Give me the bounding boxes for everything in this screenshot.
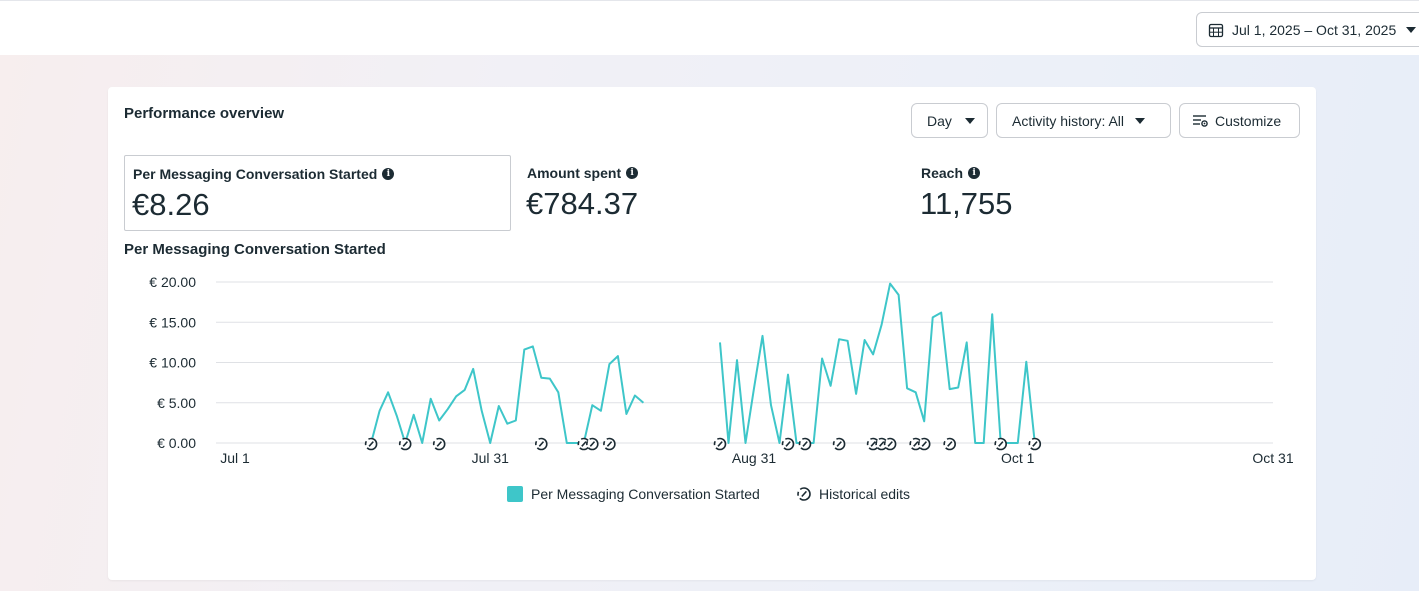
x-tick-label: Oct 1 bbox=[1001, 450, 1035, 466]
historical-edit-marker[interactable] bbox=[585, 437, 599, 451]
metric-label: Reach bbox=[921, 165, 964, 181]
y-tick-label: € 15.00 bbox=[149, 314, 196, 330]
day-dropdown[interactable]: Day bbox=[911, 103, 988, 138]
info-icon[interactable]: i bbox=[626, 167, 639, 179]
day-dropdown-label: Day bbox=[927, 112, 952, 129]
card-title: Performance overview bbox=[124, 105, 285, 122]
historical-edit-marker[interactable] bbox=[1028, 437, 1042, 451]
activity-history-label: Activity history: All bbox=[1012, 112, 1125, 129]
legend-label: Per Messaging Conversation Started bbox=[531, 486, 760, 502]
x-tick-label: Oct 31 bbox=[1252, 450, 1293, 466]
historical-edit-marker[interactable] bbox=[577, 437, 591, 451]
historical-edit-marker[interactable] bbox=[432, 437, 446, 451]
historical-edit-marker[interactable] bbox=[883, 437, 897, 451]
chart-title: Per Messaging Conversation Started bbox=[124, 241, 386, 258]
metric-value: €8.26 bbox=[132, 187, 210, 222]
chevron-down-icon bbox=[964, 117, 975, 124]
legend-label: Historical edits bbox=[819, 486, 911, 502]
x-tick-label: Jul 1 bbox=[220, 450, 250, 466]
info-icon[interactable]: i bbox=[382, 168, 395, 180]
metric-label-wrap: Amount spent i bbox=[527, 165, 639, 181]
metric-label-wrap: Reach i bbox=[921, 165, 981, 181]
metric-cost-per-conversation[interactable]: Per Messaging Conversation Started i €8.… bbox=[124, 155, 511, 231]
y-tick-label: € 20.00 bbox=[149, 274, 196, 290]
metric-label: Amount spent bbox=[527, 165, 622, 181]
metric-reach[interactable]: Reach i 11,755 bbox=[913, 155, 1293, 231]
series-line bbox=[719, 282, 1036, 444]
historical-edit-marker[interactable] bbox=[534, 437, 548, 451]
historical-edit-marker[interactable] bbox=[364, 437, 378, 451]
metric-amount-spent[interactable]: Amount spent i €784.37 bbox=[519, 155, 899, 231]
date-range-picker[interactable]: Jul 1, 2025 – Oct 31, 2025 bbox=[1196, 12, 1419, 47]
top-bar: Jul 1, 2025 – Oct 31, 2025 bbox=[0, 0, 1419, 55]
metric-value: 11,755 bbox=[920, 186, 1013, 221]
historical-edit-marker[interactable] bbox=[713, 437, 727, 451]
legend-item-historical-edits[interactable]: Historical edits bbox=[796, 486, 910, 502]
historical-edit-marker[interactable] bbox=[994, 437, 1008, 451]
calendar-icon bbox=[1208, 23, 1224, 37]
metric-label-wrap: Per Messaging Conversation Started i bbox=[133, 166, 395, 182]
historical-edit-marker[interactable] bbox=[917, 437, 931, 451]
legend-item-series[interactable]: Per Messaging Conversation Started bbox=[507, 486, 760, 502]
y-tick-label: € 10.00 bbox=[149, 355, 196, 371]
y-tick-label: € 5.00 bbox=[157, 395, 196, 411]
metric-label: Per Messaging Conversation Started bbox=[133, 166, 378, 182]
metric-value: €784.37 bbox=[526, 186, 639, 221]
historical-edit-marker[interactable] bbox=[398, 437, 412, 451]
historical-edit-icon bbox=[797, 487, 811, 501]
x-tick-label: Jul 31 bbox=[472, 450, 510, 466]
performance-overview-card: Performance overview Day Activity histor… bbox=[108, 87, 1316, 580]
y-tick-label: € 0.00 bbox=[157, 435, 196, 451]
historical-edit-marker[interactable] bbox=[909, 437, 923, 451]
historical-edit-marker[interactable] bbox=[943, 437, 957, 451]
x-tick-label: Aug 31 bbox=[732, 450, 777, 466]
legend-swatch bbox=[507, 486, 523, 502]
historical-edit-marker[interactable] bbox=[781, 437, 795, 451]
info-icon[interactable]: i bbox=[968, 167, 981, 179]
series-line bbox=[370, 345, 645, 444]
chevron-down-icon bbox=[1406, 26, 1417, 33]
activity-history-dropdown[interactable]: Activity history: All bbox=[996, 103, 1171, 138]
historical-edit-marker[interactable] bbox=[798, 437, 812, 451]
chevron-down-icon bbox=[1135, 117, 1146, 124]
customize-button[interactable]: Customize bbox=[1179, 103, 1300, 138]
historical-edit-marker[interactable] bbox=[603, 437, 616, 451]
line-chart: € 20.00 € 15.00 € 10.00 € 5.00 € 0.00 Jul 1 Ju… bbox=[149, 274, 1294, 466]
customize-icon bbox=[1193, 114, 1208, 127]
customize-label: Customize bbox=[1215, 112, 1282, 129]
historical-edit-marker[interactable] bbox=[832, 437, 846, 451]
date-range-label: Jul 1, 2025 – Oct 31, 2025 bbox=[1232, 21, 1397, 38]
